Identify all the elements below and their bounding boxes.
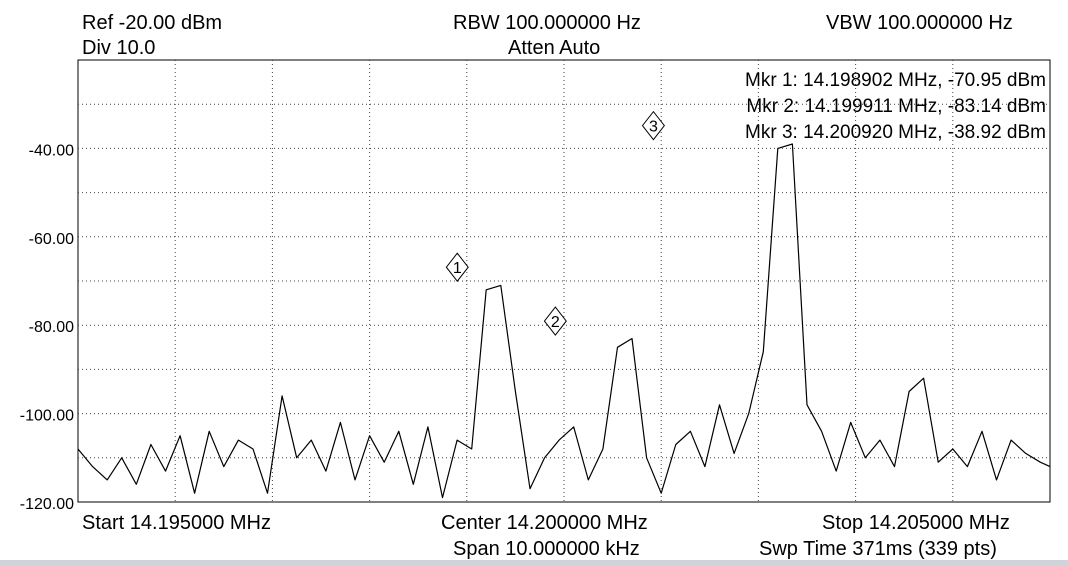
y-axis-ticks: -40.00 -60.00 -80.00 -100.00 -120.00 [20,142,74,513]
stop-frequency: Stop 14.205000 MHz [822,512,1010,534]
y-tick-label: -80.00 [29,319,74,336]
span: Span 10.000000 kHz [453,538,640,560]
sweep-time: Swp Time 371ms (339 pts) [759,538,997,560]
y-tick-label: -40.00 [29,142,74,159]
trace-line [77,143,1051,499]
ref-level: Ref -20.00 dBm [82,12,223,34]
marker-readout: Mkr 1: 14.198902 MHz, -70.95 dBm [745,70,1046,91]
marker-number: 2 [551,314,560,331]
marker-readout: Mkr 2: 14.199911 MHz, -83.14 dBm [746,96,1046,117]
plot-grid [77,59,1051,503]
marker-readout: Mkr 3: 14.200920 MHz, -38.92 dBm [745,122,1046,143]
markers-group: 1 2 3 [445,110,665,336]
marker-diamond [543,306,567,336]
y-tick-label: -100.00 [20,408,74,425]
rbw-setting: RBW 100.000000 Hz [453,12,641,34]
trace-group [77,143,1051,499]
center-frequency: Center 14.200000 MHz [441,512,648,534]
div-scale: Div 10.0 [82,37,156,59]
marker-number: 3 [649,119,658,136]
marker-diamond [641,110,665,141]
bottom-rule [0,560,1068,566]
start-frequency: Start 14.195000 MHz [82,512,271,534]
y-tick-label: -60.00 [29,231,74,248]
atten-setting: Atten Auto [508,37,601,59]
marker-diamond [445,252,469,283]
marker-readouts: Mkr 1: 14.198902 MHz, -70.95 dBm Mkr 2: 1… [745,70,1046,143]
vbw-setting: VBW 100.000000 Hz [826,12,1013,34]
y-tick-label: -120.00 [20,496,74,513]
marker-number: 1 [453,260,462,277]
